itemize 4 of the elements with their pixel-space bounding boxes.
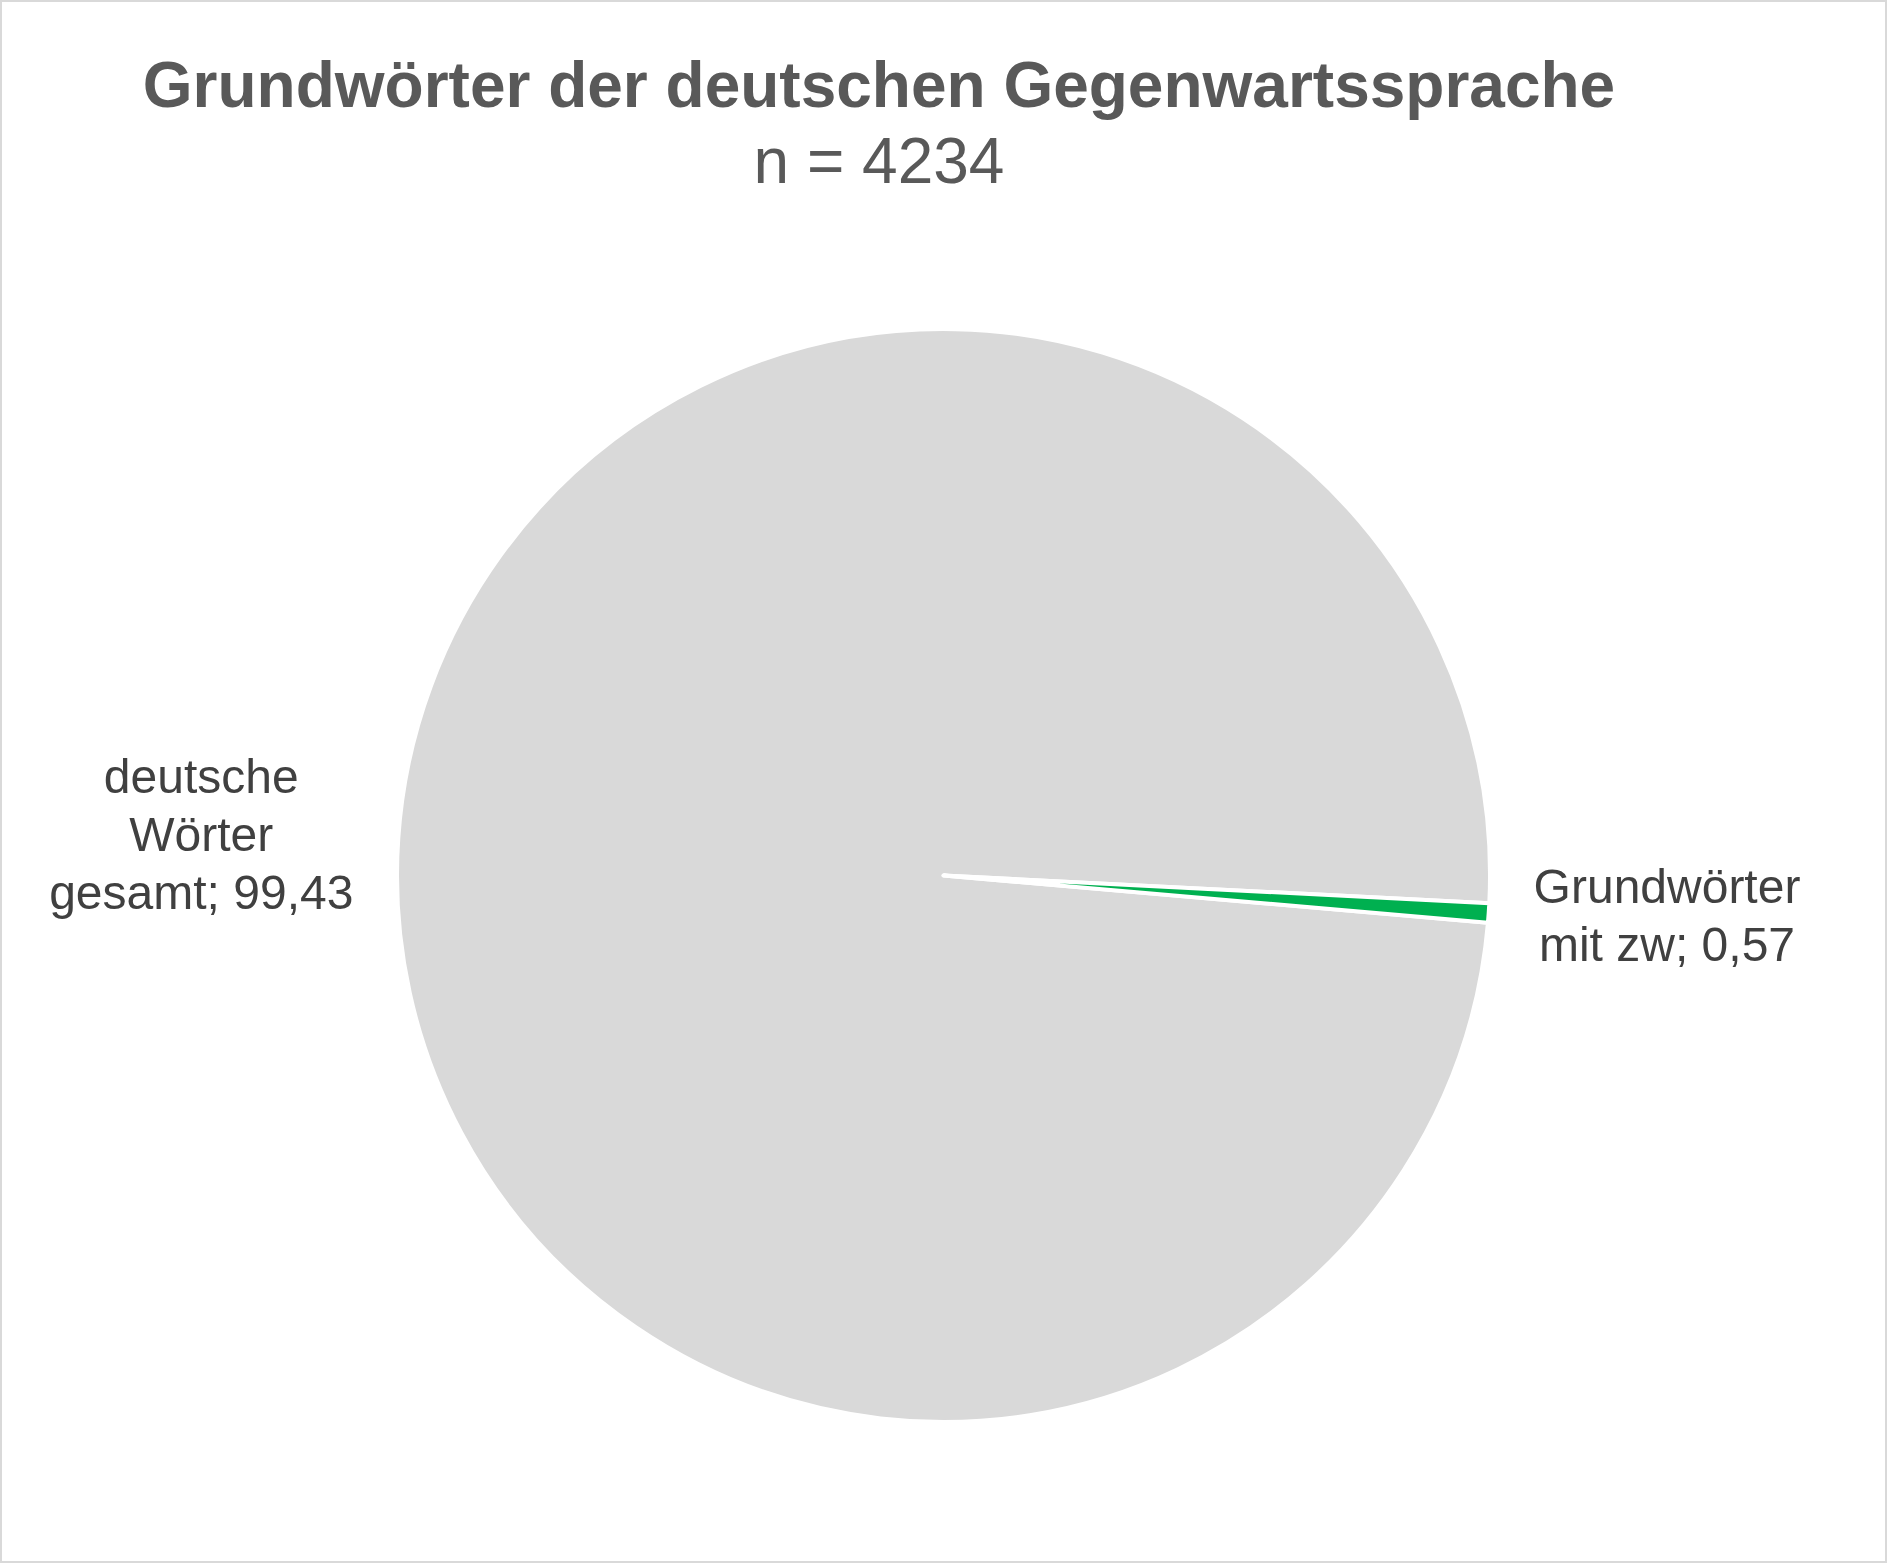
slice-label: deutsche Wörter gesamt; 99,43 — [49, 749, 354, 921]
chart-title: Grundwörter der deutschen Gegenwartssprache — [142, 49, 1616, 121]
slice-label: Grundwörter mit zw; 0,57 — [1533, 858, 1801, 973]
chart-subtitle: n = 4234 — [753, 125, 1005, 197]
